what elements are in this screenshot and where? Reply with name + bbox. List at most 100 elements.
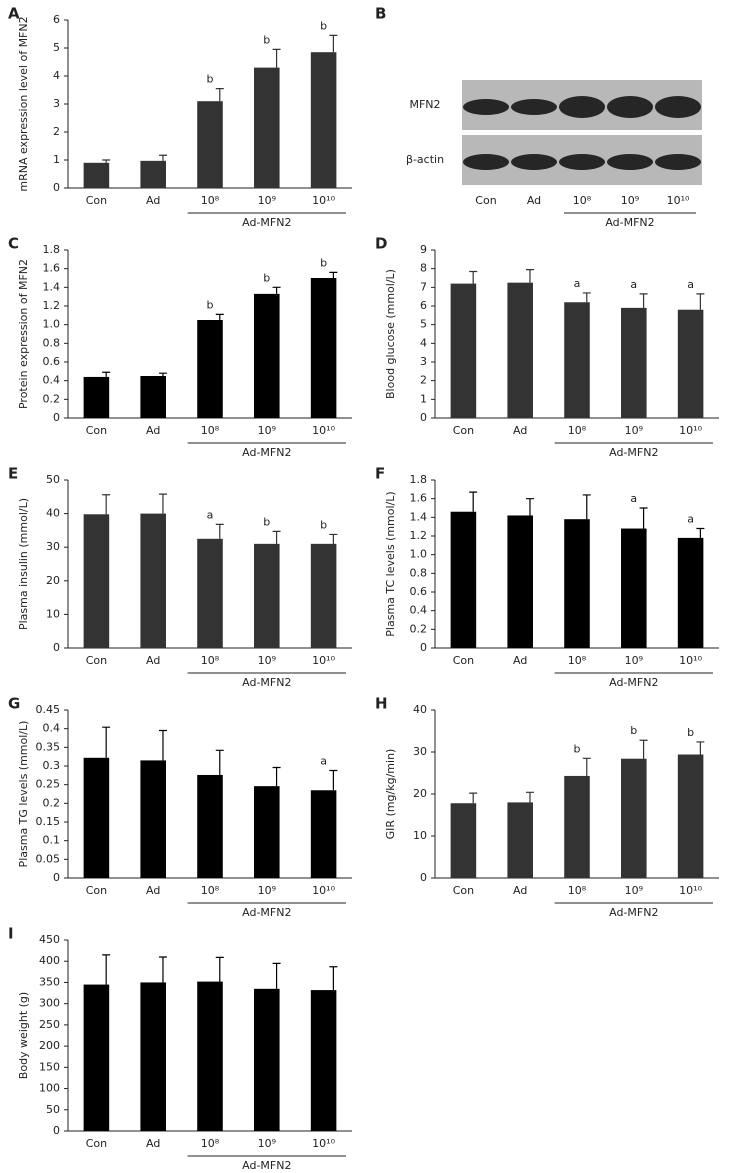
- x-tick-label: 10⁹: [258, 424, 276, 437]
- error-bar: [582, 757, 591, 776]
- group-label: Ad-MFN2: [609, 676, 658, 689]
- x-tick-label: 10¹⁰: [679, 654, 702, 667]
- y-tick-label: 1.6: [410, 492, 428, 505]
- y-tick-label: 40: [413, 703, 427, 716]
- y-tick-label: 0.3: [43, 759, 61, 772]
- x-tick-label: 10⁸: [201, 654, 220, 667]
- bar: [621, 758, 647, 878]
- x-tick-label: 10¹⁰: [312, 424, 335, 437]
- bar: [140, 513, 166, 648]
- y-tick-label: 0.45: [36, 703, 61, 716]
- y-tick-label: 1.0: [410, 548, 428, 561]
- bar: [83, 162, 110, 188]
- y-tick-label: 1: [53, 153, 60, 166]
- blot-band: [462, 154, 510, 170]
- y-tick-label: 1.4: [43, 280, 61, 293]
- x-tick-label: Con: [86, 194, 107, 207]
- error-bar: [525, 791, 534, 803]
- y-tick-label: 350: [39, 975, 60, 988]
- y-tick-label: 0.15: [36, 815, 61, 828]
- x-tick-label: 10⁹: [258, 1137, 276, 1150]
- blot-band: [654, 96, 702, 118]
- error-bar: [639, 507, 648, 529]
- y-tick-label: 10: [46, 607, 60, 620]
- y-tick-label: 1.2: [43, 299, 61, 312]
- significance-label: b: [320, 518, 327, 531]
- x-tick-label: Ad: [146, 194, 160, 207]
- y-tick-label: 4: [53, 69, 60, 82]
- y-tick-label: 0: [420, 411, 427, 424]
- x-tick-label: Con: [453, 654, 474, 667]
- y-tick-label: 1.8: [43, 243, 61, 256]
- blot-band: [462, 99, 510, 115]
- y-tick-label: 50: [46, 1103, 60, 1116]
- y-tick-label: 6: [420, 299, 427, 312]
- y-tick-label: 1.2: [410, 529, 428, 542]
- error-bar: [272, 962, 281, 989]
- x-tick-label: Ad: [146, 654, 160, 667]
- bar: [310, 52, 337, 189]
- bar: [310, 990, 337, 1131]
- y-tick-label: 400: [39, 954, 60, 967]
- y-tick-label: 0.6: [43, 355, 61, 368]
- significance-label: a: [687, 278, 694, 291]
- y-tick-label: 30: [413, 745, 427, 758]
- x-tick-label: 10⁹: [625, 654, 643, 667]
- x-tick-label: 10¹⁰: [312, 194, 335, 207]
- x-tick-label: Con: [86, 424, 107, 437]
- y-tick-label: 1.6: [43, 262, 61, 275]
- y-tick-label: 300: [39, 997, 60, 1010]
- y-tick-label: 0.8: [410, 566, 428, 579]
- significance-label: a: [687, 513, 694, 526]
- significance-label: b: [630, 724, 637, 737]
- y-axis-label: mRNA expression level of MFN2: [17, 16, 30, 191]
- y-tick-label: 1: [420, 392, 427, 405]
- x-tick-label: 10¹⁰: [312, 884, 335, 897]
- y-axis-label: Plasma TC levels (mmol/L): [384, 491, 397, 636]
- y-tick-label: 2: [420, 374, 427, 387]
- x-tick-label: 10⁹: [621, 194, 639, 207]
- error-bar: [696, 741, 705, 755]
- bar: [450, 283, 477, 418]
- blot-band: [558, 96, 606, 118]
- error-bar: [696, 527, 705, 538]
- group-label: Ad-MFN2: [242, 676, 291, 689]
- significance-label: b: [687, 726, 694, 739]
- y-tick-label: 50: [46, 473, 60, 486]
- panel-letter: G: [8, 695, 20, 713]
- bar: [507, 515, 533, 648]
- significance-label: a: [207, 508, 214, 521]
- x-tick-label: 10⁸: [568, 654, 587, 667]
- error-bar: [329, 271, 338, 278]
- x-tick-label: 10⁹: [258, 194, 276, 207]
- bar: [677, 309, 704, 418]
- panel-letter: H: [375, 695, 388, 713]
- error-bar: [469, 792, 478, 804]
- y-tick-label: 0.25: [36, 778, 61, 791]
- bar: [564, 519, 590, 648]
- error-bar: [639, 293, 648, 308]
- y-tick-label: 0: [53, 411, 60, 424]
- y-axis-label: Protein expression of MFN2: [17, 259, 30, 409]
- y-tick-label: 30: [46, 540, 60, 553]
- significance-label: b: [207, 73, 214, 86]
- bar: [140, 760, 166, 878]
- bar: [197, 101, 223, 188]
- bar: [507, 282, 533, 418]
- y-tick-label: 0.1: [43, 834, 61, 847]
- bar: [83, 757, 110, 878]
- group-label: Ad-MFN2: [609, 906, 658, 919]
- y-tick-label: 0: [53, 871, 60, 884]
- blot-band: [510, 154, 558, 170]
- y-tick-label: 20: [413, 787, 427, 800]
- bar: [83, 984, 110, 1131]
- error-bar: [215, 956, 224, 982]
- x-tick-label: Con: [453, 884, 474, 897]
- y-tick-label: 20: [46, 574, 60, 587]
- y-tick-label: 0.35: [36, 740, 61, 753]
- significance-label: b: [574, 742, 581, 755]
- error-bar: [639, 739, 648, 759]
- error-bar: [272, 766, 281, 787]
- y-axis-label: Plasma insulin (mmol/L): [17, 498, 30, 630]
- error-bar: [272, 48, 281, 68]
